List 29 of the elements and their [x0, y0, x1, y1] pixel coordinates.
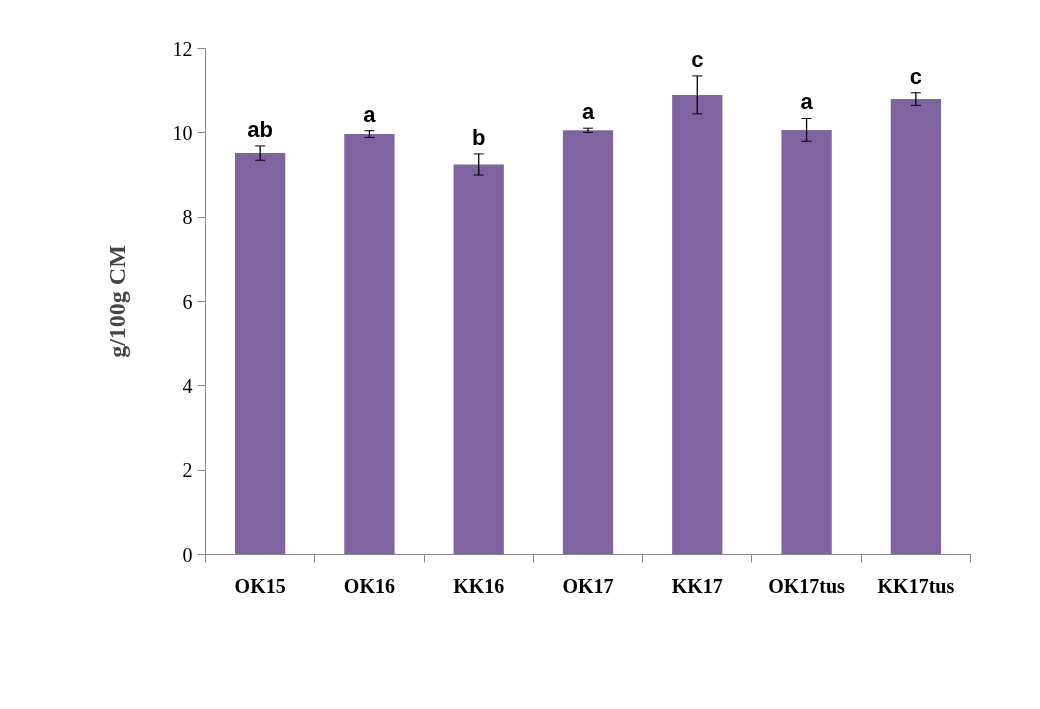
y-tick-label: 8	[182, 206, 193, 229]
bar	[344, 134, 395, 555]
bar	[672, 94, 723, 555]
x-tick-label: OK16	[343, 574, 395, 597]
bar	[235, 153, 286, 555]
x-tick-label: KK17	[671, 574, 723, 597]
x-tick-label: OK17tus	[768, 574, 846, 597]
y-tick-label: 2	[182, 459, 193, 482]
y-axis-title: g/100g CM	[103, 245, 130, 358]
annotation: ab	[247, 116, 273, 142]
annotation: a	[800, 89, 814, 115]
x-tick-label: KK17tus	[877, 574, 955, 597]
bar	[562, 130, 614, 555]
bar	[781, 129, 832, 555]
y-tick-label: 0	[182, 543, 193, 566]
x-tick-label: OK15	[234, 574, 286, 597]
y-tick-label: 10	[172, 121, 193, 144]
y-tick-label: 12	[172, 37, 193, 60]
bar	[890, 99, 941, 555]
y-tick-label: 6	[182, 290, 193, 313]
annotation: a	[581, 98, 595, 124]
y-tick-label: 4	[182, 374, 193, 397]
bar	[453, 164, 504, 555]
x-tick-label: KK16	[453, 574, 505, 597]
annotation: b	[472, 124, 486, 150]
annotation: a	[363, 101, 377, 127]
annotation: c	[691, 46, 704, 72]
x-tick-label: OK17	[562, 574, 614, 597]
annotation: c	[909, 63, 922, 89]
